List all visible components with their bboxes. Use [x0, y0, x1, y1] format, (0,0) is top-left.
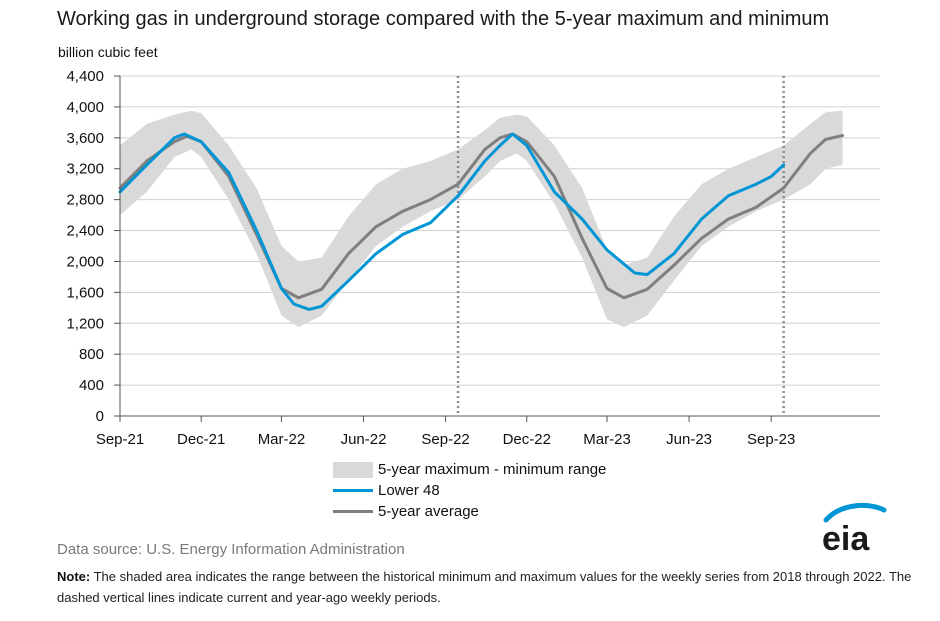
y-tick-label: 800 — [79, 346, 104, 363]
grid-lines — [120, 75, 880, 386]
legend-item-average: 5-year average — [333, 501, 606, 522]
legend-range-swatch — [333, 461, 373, 478]
x-tick-label: Sep-23 — [747, 431, 795, 448]
axes — [114, 75, 880, 422]
y-tick-label: 1,600 — [66, 284, 104, 301]
y-tick-label: 1,200 — [66, 315, 104, 332]
y-tick-label: 0 — [96, 408, 104, 425]
x-tick-label: Jun-23 — [666, 431, 712, 448]
data-source: Data source: U.S. Energy Information Adm… — [57, 541, 405, 558]
x-tick-label: Sep-22 — [421, 431, 469, 448]
series-lines — [118, 132, 844, 311]
y-tick-label: 4,400 — [66, 68, 104, 85]
x-tick-label: Dec-21 — [177, 431, 225, 448]
y-tick-label: 2,000 — [66, 253, 104, 270]
legend-lower48-swatch — [333, 489, 373, 492]
svg-text:eia: eia — [822, 520, 870, 556]
legend-item-range: 5-year maximum - minimum range — [333, 459, 606, 480]
legend: 5-year maximum - minimum range Lower 48 … — [333, 459, 606, 522]
current-period-lines — [456, 76, 785, 416]
y-tick-label: 3,600 — [66, 130, 104, 147]
legend-average-label: 5-year average — [378, 503, 479, 520]
legend-range-label: 5-year maximum - minimum range — [378, 461, 607, 478]
eia-logo: eia — [822, 502, 887, 556]
tick-labels: 4,400 4,000 3,600 3,200 2,800 2,400 2,000 1,600… — [66, 68, 795, 448]
x-tick-label: Mar-23 — [583, 431, 631, 448]
legend-item-lower48: Lower 48 — [333, 480, 606, 501]
note-text: The shaded area indicates the range betw… — [57, 569, 912, 605]
legend-lower48-label: Lower 48 — [378, 482, 440, 499]
x-tick-label: Jun-22 — [341, 431, 387, 448]
y-tick-label: 400 — [79, 377, 104, 394]
x-tick-label: Mar-22 — [258, 431, 306, 448]
note-label: Note: — [57, 569, 91, 584]
y-tick-label: 3,200 — [66, 161, 104, 178]
x-tick-label: Dec-22 — [503, 431, 551, 448]
y-tick-label: 2,800 — [66, 192, 104, 209]
x-tick-label: Sep-21 — [96, 431, 144, 448]
y-tick-label: 4,000 — [66, 99, 104, 116]
five-year-average-line — [118, 132, 844, 300]
range-band — [120, 110, 843, 328]
lower48-line — [118, 132, 786, 311]
chart-title: Working gas in underground storage compa… — [57, 8, 830, 30]
y-tick-label: 2,400 — [66, 223, 104, 240]
legend-average-swatch — [333, 510, 373, 513]
range-band-area — [120, 110, 843, 328]
chart-note: Note: The shaded area indicates the rang… — [57, 566, 917, 608]
y-axis-unit-label: billion cubic feet — [58, 44, 158, 60]
